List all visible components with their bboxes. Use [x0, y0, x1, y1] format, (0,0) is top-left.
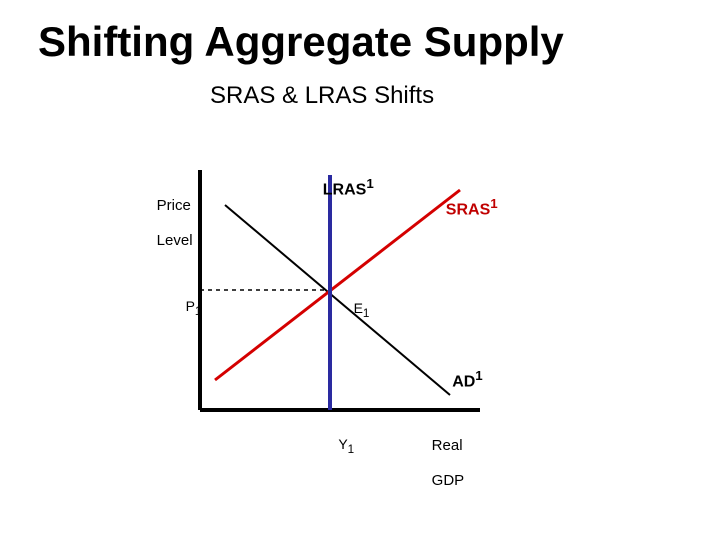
equilibrium-label-text: E — [354, 300, 363, 316]
price-tick-sub: 1 — [195, 305, 201, 318]
output-tick-label: Y1 — [323, 420, 354, 472]
output-tick-text: Y — [338, 436, 347, 452]
page-subtitle: SRAS & LRAS Shifts — [210, 82, 434, 110]
y-axis-label-line2: Level — [157, 232, 193, 249]
output-tick-sub: 1 — [348, 443, 354, 456]
price-tick-text: P — [186, 298, 195, 314]
y-axis-label-line1: Price — [157, 197, 191, 214]
price-tick-label: P1 — [170, 282, 201, 334]
sras-label-text: SRAS — [446, 201, 490, 218]
x-axis-label-line2: GDP — [432, 472, 465, 489]
ad-label-sup: 1 — [475, 368, 482, 383]
x-axis-label-line1: Real — [432, 437, 463, 454]
lras-label: LRAS1 — [305, 158, 374, 217]
lras-label-sup: 1 — [366, 176, 373, 191]
equilibrium-label-sub: 1 — [363, 307, 369, 320]
ad-label-text: AD — [452, 373, 475, 390]
page-title: Shifting Aggregate Supply — [38, 18, 564, 66]
equilibrium-label: E1 — [338, 284, 369, 336]
x-axis-label: Real GDP — [415, 420, 464, 506]
sras-label-sup: 1 — [490, 196, 497, 211]
sras-label: SRAS1 — [428, 178, 498, 237]
lras-label-text: LRAS — [323, 181, 367, 198]
economics-chart: Price Level Real GDP LRAS1 SRAS1 AD1 E1 … — [130, 150, 550, 480]
y-axis-label: Price Level — [140, 180, 193, 266]
ad-label: AD1 — [435, 350, 483, 409]
